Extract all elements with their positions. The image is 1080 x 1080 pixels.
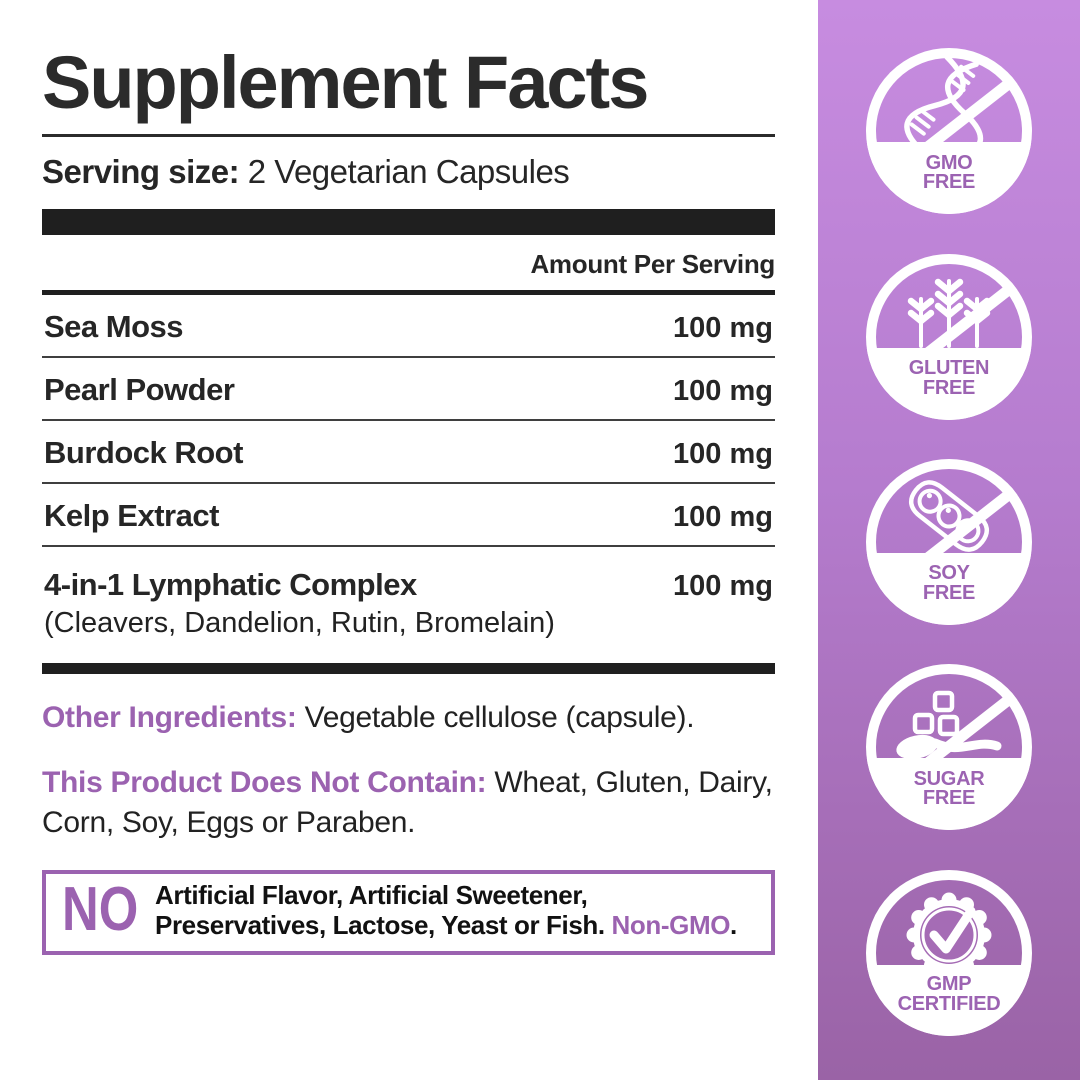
soy-pod-icon [866, 458, 1032, 625]
does-not-contain-value: Wheat, Gluten, Dairy, Corn, Soy, Eggs or… [42, 765, 773, 840]
badge-line1: GMP [926, 973, 972, 996]
supplement-facts-panel: Supplement Facts Serving size: 2 Vegetar… [42, 41, 775, 955]
badge-gluten-free: GLUTEN FREE [863, 251, 1035, 423]
table-row: Burdock Root 100 mg [42, 421, 775, 484]
other-ingredients-label: Other Ingredients: [42, 701, 297, 734]
divider-bar-thick [42, 209, 775, 235]
table-row: Pearl Powder 100 mg [42, 358, 775, 421]
badge-label: GMO FREE [877, 143, 1021, 203]
badge-line2: FREE [922, 171, 976, 194]
no-word: NO [62, 875, 139, 945]
table-row: Sea Moss 100 mg [42, 295, 775, 358]
ingredient-sub-components: (Cleavers, Dandelion, Rutin, Bromelain) [44, 607, 555, 639]
badge-line2: FREE [922, 787, 976, 810]
amount-per-serving-header: Amount Per Serving [530, 249, 775, 279]
no-additives-text: Artificial Flavor, Artificial Sweetener,… [155, 880, 757, 941]
badge-gmp-certified: GMP CERTIFIED [863, 867, 1035, 1039]
badge-line1: GMO [925, 151, 973, 174]
sugar-spoon-icon [866, 664, 1032, 831]
does-not-contain-paragraph: This Product Does Not Contain: Wheat, Gl… [42, 763, 775, 844]
ingredient-name: Kelp Extract [44, 498, 219, 533]
divider-thin [42, 134, 775, 137]
wheat-icon [866, 253, 1032, 420]
badge-soy-free: SOY FREE [863, 456, 1035, 628]
page-title: Supplement Facts [42, 41, 649, 124]
badge-label: SOY FREE [877, 554, 1021, 614]
no-additives-box: NO Artificial Flavor, Artificial Sweeten… [42, 869, 775, 955]
badge-gmo-free: GMO FREE [863, 45, 1035, 217]
certified-seal-icon [866, 869, 1032, 1036]
serving-size-line: Serving size: 2 Vegetarian Capsules [42, 153, 775, 191]
badge-sugar-free: SUGAR FREE [863, 661, 1035, 833]
ingredient-name: Burdock Root [44, 435, 243, 470]
ingredient-amount: 100 mg [673, 501, 773, 533]
badge-label: GMP CERTIFIED [877, 965, 1021, 1025]
badge-line2: CERTIFIED [897, 992, 1001, 1015]
divider-bar-mid [42, 663, 775, 674]
badge-line1: SOY [928, 562, 970, 585]
non-gmo-text: Non-GMO [611, 910, 731, 941]
badge-label: SUGAR FREE [877, 759, 1021, 819]
dna-icon [866, 48, 1032, 215]
table-row: 4-in-1 Lymphatic Complex 100 mg (Cleaver… [42, 547, 775, 651]
ingredient-amount: 100 mg [673, 375, 773, 407]
does-not-contain-label: This Product Does Not Contain: [42, 765, 487, 799]
table-row: Kelp Extract 100 mg [42, 484, 775, 547]
no-additives-period: . [730, 910, 737, 941]
no-additives-text-black: Artificial Flavor, Artificial Sweetener,… [155, 879, 612, 941]
serving-size-value: 2 Vegetarian Capsules [239, 153, 570, 190]
ingredient-amount: 100 mg [673, 438, 773, 470]
badge-line2: FREE [922, 581, 976, 604]
divider-medium [42, 290, 775, 295]
other-ingredients-paragraph: Other Ingredients: Vegetable cellulose (… [42, 698, 775, 739]
ingredient-name: Pearl Powder [44, 372, 235, 407]
badge-line1: SUGAR [913, 767, 985, 790]
other-ingredients-value: Vegetable cellulose (capsule). [296, 701, 695, 734]
serving-size-label: Serving size: [42, 153, 240, 190]
ingredient-name: Sea Moss [44, 309, 184, 344]
badge-line2: FREE [922, 376, 976, 399]
ingredient-name: 4-in-1 Lymphatic Complex [44, 567, 417, 602]
ingredient-amount: 100 mg [673, 570, 773, 602]
badge-sidebar: GMO FREE [818, 0, 1080, 1080]
badge-line1: GLUTEN [908, 357, 990, 380]
ingredient-amount: 100 mg [673, 312, 773, 344]
badge-label: GLUTEN FREE [877, 349, 1021, 409]
